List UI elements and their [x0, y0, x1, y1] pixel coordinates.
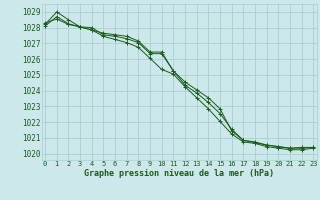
- X-axis label: Graphe pression niveau de la mer (hPa): Graphe pression niveau de la mer (hPa): [84, 169, 274, 178]
